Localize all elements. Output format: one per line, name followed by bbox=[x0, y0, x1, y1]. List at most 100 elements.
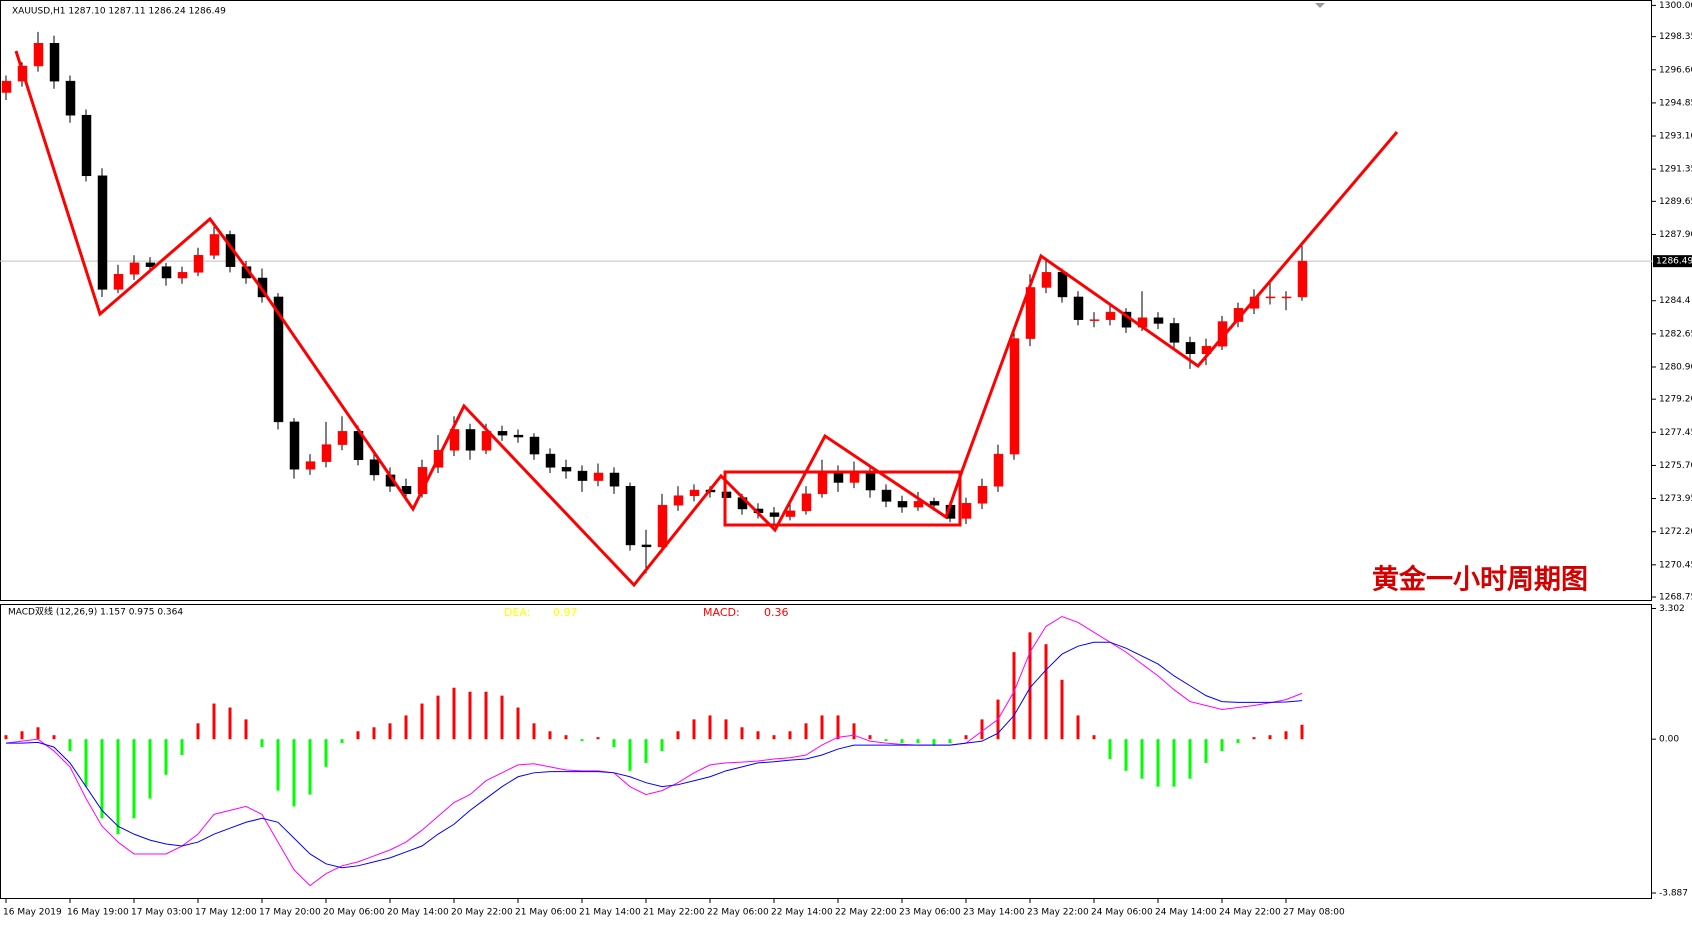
price-panel bbox=[0, 0, 1652, 601]
candle-body bbox=[833, 472, 844, 483]
histogram-bar bbox=[1204, 739, 1208, 763]
y-tick-label: 1300.00 bbox=[1659, 1, 1692, 11]
histogram-bar bbox=[148, 739, 152, 799]
y-tick-label: 1289.65 bbox=[1659, 197, 1692, 207]
candle-body bbox=[161, 266, 172, 279]
histogram-bar bbox=[212, 703, 216, 740]
histogram-bar bbox=[356, 731, 360, 740]
candle-body bbox=[689, 489, 700, 496]
y-tick-label: 1291.35 bbox=[1659, 165, 1692, 175]
candle-body bbox=[305, 461, 316, 470]
candle-body bbox=[593, 472, 604, 481]
y-tick-label: 1296.60 bbox=[1659, 65, 1692, 75]
histogram-bar bbox=[68, 739, 72, 752]
histogram-bar bbox=[756, 731, 760, 740]
histogram-bar bbox=[724, 719, 728, 740]
histogram-bar bbox=[916, 739, 920, 744]
candle-body bbox=[545, 453, 556, 468]
x-tick-label: 23 May 06:00 bbox=[899, 908, 961, 918]
histogram-bar bbox=[660, 739, 664, 752]
x-tick-label: 27 May 08:00 bbox=[1283, 908, 1345, 918]
histogram-bar bbox=[644, 739, 648, 763]
candle-body bbox=[1185, 342, 1196, 354]
histogram-bar bbox=[468, 691, 472, 740]
histogram-bar bbox=[340, 739, 344, 744]
candle-body bbox=[1153, 317, 1164, 324]
zigzag-line bbox=[14, 50, 1399, 588]
histogram-bar bbox=[292, 739, 296, 807]
histogram-bar bbox=[884, 739, 888, 742]
candle-body bbox=[1281, 296, 1292, 299]
histogram-bar bbox=[1300, 724, 1304, 740]
x-tick-label: 16 May 19:00 bbox=[67, 908, 129, 918]
candle-body bbox=[113, 273, 124, 290]
x-tick-label: 21 May 06:00 bbox=[515, 908, 577, 918]
candle-body bbox=[673, 495, 684, 506]
histogram-bar bbox=[324, 739, 328, 767]
range-box bbox=[723, 470, 962, 527]
histogram-bar bbox=[1012, 652, 1016, 740]
histogram-bar bbox=[1220, 739, 1224, 752]
candle-body bbox=[1265, 296, 1276, 299]
macd-title: MACD双线 (12,26,9) 1.157 0.975 0.364 bbox=[8, 606, 183, 618]
histogram-bar bbox=[180, 739, 184, 756]
histogram-bar bbox=[20, 731, 24, 740]
candle-body bbox=[129, 262, 140, 275]
candle-body bbox=[897, 501, 908, 508]
histogram-bar bbox=[1076, 715, 1080, 740]
candle-body bbox=[1169, 323, 1180, 343]
histogram-bar bbox=[1236, 739, 1240, 744]
candle-body bbox=[401, 486, 412, 495]
x-tick-label: 23 May 22:00 bbox=[1027, 908, 1089, 918]
histogram-bar bbox=[612, 739, 616, 748]
x-tick-label: 24 May 14:00 bbox=[1155, 908, 1217, 918]
candle-body bbox=[817, 472, 828, 495]
last-price-label: 1286.49 bbox=[1656, 257, 1692, 267]
histogram-bar bbox=[596, 737, 600, 740]
candle-body bbox=[513, 434, 524, 438]
candle-body bbox=[865, 470, 876, 491]
candle-body bbox=[1297, 260, 1308, 298]
candle-body bbox=[801, 493, 812, 512]
y-tick-label: 1280.90 bbox=[1659, 362, 1692, 372]
y-tick-label: 3.302 bbox=[1659, 604, 1685, 614]
candle-body bbox=[913, 501, 924, 508]
legend-label: MACD: bbox=[703, 606, 740, 619]
x-tick-label: 21 May 14:00 bbox=[579, 908, 641, 918]
candle-body bbox=[577, 470, 588, 481]
y-tick-label: 0.00 bbox=[1659, 735, 1679, 745]
y-tick-label: 1273.95 bbox=[1659, 494, 1692, 504]
histogram-bar bbox=[692, 719, 696, 740]
histogram-bar bbox=[260, 739, 264, 748]
x-tick-label: 17 May 20:00 bbox=[259, 908, 321, 918]
shift-marker bbox=[1315, 3, 1325, 8]
x-tick-label: 20 May 14:00 bbox=[387, 908, 449, 918]
histogram-bar bbox=[1268, 735, 1272, 740]
histogram-bar bbox=[1188, 739, 1192, 779]
x-tick-label: 20 May 06:00 bbox=[323, 908, 385, 918]
histogram-bar bbox=[900, 739, 904, 744]
histogram-bar bbox=[820, 715, 824, 740]
histogram-bar bbox=[196, 723, 200, 740]
y-tick-label: 1279.20 bbox=[1659, 395, 1692, 405]
histogram-bar bbox=[532, 723, 536, 740]
histogram-bar bbox=[1028, 632, 1032, 740]
candle-body bbox=[625, 486, 636, 546]
histogram-bar bbox=[836, 715, 840, 740]
histogram-bar bbox=[404, 715, 408, 740]
candle-body bbox=[657, 504, 668, 548]
histogram-bar bbox=[852, 723, 856, 740]
histogram-bar bbox=[452, 687, 456, 740]
histogram-bar bbox=[1092, 735, 1096, 740]
candle-body bbox=[1041, 272, 1052, 288]
histogram-bar bbox=[772, 735, 776, 740]
candle-body bbox=[449, 429, 460, 451]
histogram-bar bbox=[1156, 739, 1160, 787]
histogram-bar bbox=[1252, 737, 1256, 740]
y-tick-label: 1275.70 bbox=[1659, 461, 1692, 471]
histogram-bar bbox=[740, 727, 744, 740]
candle-body bbox=[1073, 296, 1084, 320]
histogram-bar bbox=[420, 703, 424, 740]
x-tick-label: 24 May 06:00 bbox=[1091, 908, 1153, 918]
